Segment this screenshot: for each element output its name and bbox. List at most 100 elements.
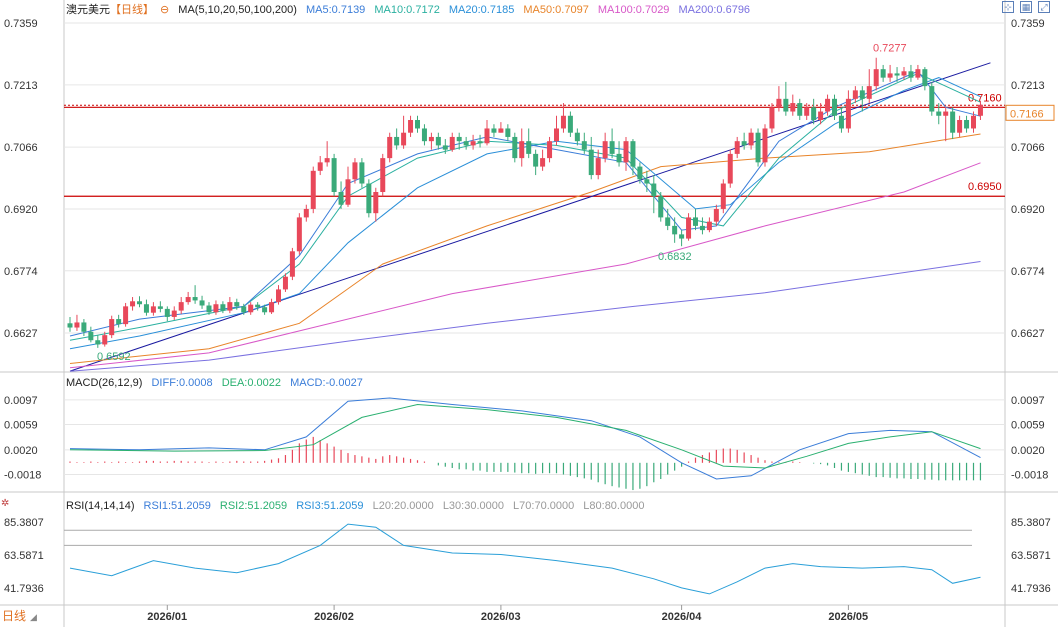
candle-body: [581, 141, 587, 150]
last-price-label: 0.7166: [1010, 108, 1044, 120]
candle-body: [866, 86, 872, 99]
candle-body: [415, 120, 420, 129]
price-tick-left: 0.7359: [4, 18, 38, 30]
candle-body: [81, 322, 87, 332]
rsi-tick-right: 63.5871: [1011, 550, 1051, 562]
macd-value-label: MACD:-0.0027: [290, 377, 363, 389]
candle-body: [394, 136, 400, 146]
ma20-label: MA20:0.7185: [448, 4, 515, 16]
candle-body: [887, 73, 893, 78]
candle-body: [672, 225, 678, 235]
macd-tick-right: 0.0020: [1011, 445, 1045, 457]
candle-body: [130, 301, 136, 307]
candle-body: [95, 340, 101, 345]
expand-icon[interactable]: ⤢: [1038, 1, 1050, 13]
candle-body: [380, 158, 386, 192]
candle-body: [679, 234, 685, 239]
candle-body: [512, 136, 518, 159]
macd-tick-right: 0.0097: [1011, 395, 1045, 407]
candle-body: [540, 158, 546, 167]
rsi-title: RSI(14,14,14): [66, 500, 135, 512]
candle-body: [804, 107, 810, 116]
candle-body: [560, 115, 566, 129]
rsi2-label: RSI2:51.2059: [219, 500, 288, 512]
candle-body: [526, 141, 532, 154]
price-tick-left: 0.7213: [4, 80, 38, 92]
candle-body: [769, 107, 775, 129]
low1-annotation: 0.6592: [97, 351, 131, 363]
candle-body: [213, 304, 219, 313]
candle-body: [644, 179, 650, 184]
candle-body: [845, 98, 851, 129]
candle-body: [352, 162, 358, 180]
eye-icon[interactable]: ⊖: [160, 4, 170, 16]
settings-icon[interactable]: ✲: [1, 498, 10, 509]
candle-body: [616, 153, 622, 163]
dropdown-icon: ◢: [30, 612, 37, 622]
candle-body: [456, 136, 462, 142]
ma200-label: MA200:0.6796: [678, 4, 751, 16]
rsi-tick-right: 85.3807: [1011, 517, 1051, 529]
macd-title: MACD(26,12,9): [66, 377, 143, 389]
candle-body: [859, 90, 865, 99]
macd-tick-left: 0.0020: [4, 445, 38, 457]
candle-body: [185, 297, 191, 303]
price-tick-left: 0.6627: [4, 328, 38, 340]
candle-body: [943, 111, 949, 116]
candle-body: [838, 115, 844, 129]
ma50-label: MA50:0.7097: [523, 4, 589, 16]
period-label[interactable]: 【日线】: [110, 4, 154, 16]
grid-icon[interactable]: ▦: [1020, 1, 1032, 13]
candle-body: [748, 132, 754, 146]
ma-title: MA(5,10,20,50,100,200): [178, 4, 297, 16]
candle-body: [109, 319, 115, 336]
candle-body: [269, 302, 275, 313]
candle-body: [957, 120, 963, 133]
macd-header: MACD(26,12,9) DIFF:0.0008 DEA:0.0022 MAC…: [66, 377, 369, 389]
candle-body: [852, 90, 858, 99]
price-tick-right: 0.7213: [1011, 80, 1045, 92]
period-tab[interactable]: 日线 ◢: [2, 607, 37, 624]
date-tick-label: 2026/05: [828, 611, 868, 623]
price-tick-left: 0.7066: [4, 142, 38, 154]
candle-body: [387, 136, 393, 159]
l70-label: L70:70.0000: [513, 500, 575, 512]
candle-body: [289, 251, 295, 277]
candle-body: [123, 306, 129, 325]
level2-label: 0.6950: [968, 181, 1002, 193]
ma-line-ma5: [69, 70, 981, 337]
candle-body: [317, 162, 323, 171]
candle-body: [811, 107, 817, 120]
candle-body: [693, 217, 698, 226]
candle-body: [401, 132, 407, 146]
candle-body: [102, 335, 108, 345]
price-tick-right: 0.6920: [1011, 204, 1045, 216]
price-tick-right: 0.6774: [1011, 266, 1045, 278]
candle-body: [442, 145, 448, 150]
crosshair-icon[interactable]: ⊹: [1002, 1, 1014, 13]
l80-label: L80:80.0000: [583, 500, 645, 512]
candle-body: [366, 183, 372, 214]
date-tick-label: 2026/03: [481, 611, 521, 623]
candle-body: [964, 120, 970, 129]
candle-body: [588, 149, 594, 176]
candle-body: [67, 323, 73, 328]
macd-tick-left: -0.0018: [4, 469, 41, 481]
candle-body: [686, 217, 692, 239]
candle-body: [498, 128, 504, 133]
l20-label: L20:20.0000: [372, 500, 434, 512]
candle-body: [463, 141, 469, 146]
low2-annotation: 0.6832: [658, 251, 692, 263]
candle-body: [554, 128, 559, 142]
candle-body: [832, 98, 837, 116]
candle-body: [727, 153, 733, 184]
candle-body: [595, 158, 601, 176]
macd-tick-right: 0.0059: [1011, 420, 1045, 432]
candle-body: [915, 69, 921, 78]
ma-line-ma200: [69, 261, 981, 372]
candle-body: [734, 141, 740, 154]
candle-body: [116, 319, 122, 325]
rsi-tick-left: 85.3807: [4, 517, 44, 529]
candle-body: [88, 331, 94, 341]
